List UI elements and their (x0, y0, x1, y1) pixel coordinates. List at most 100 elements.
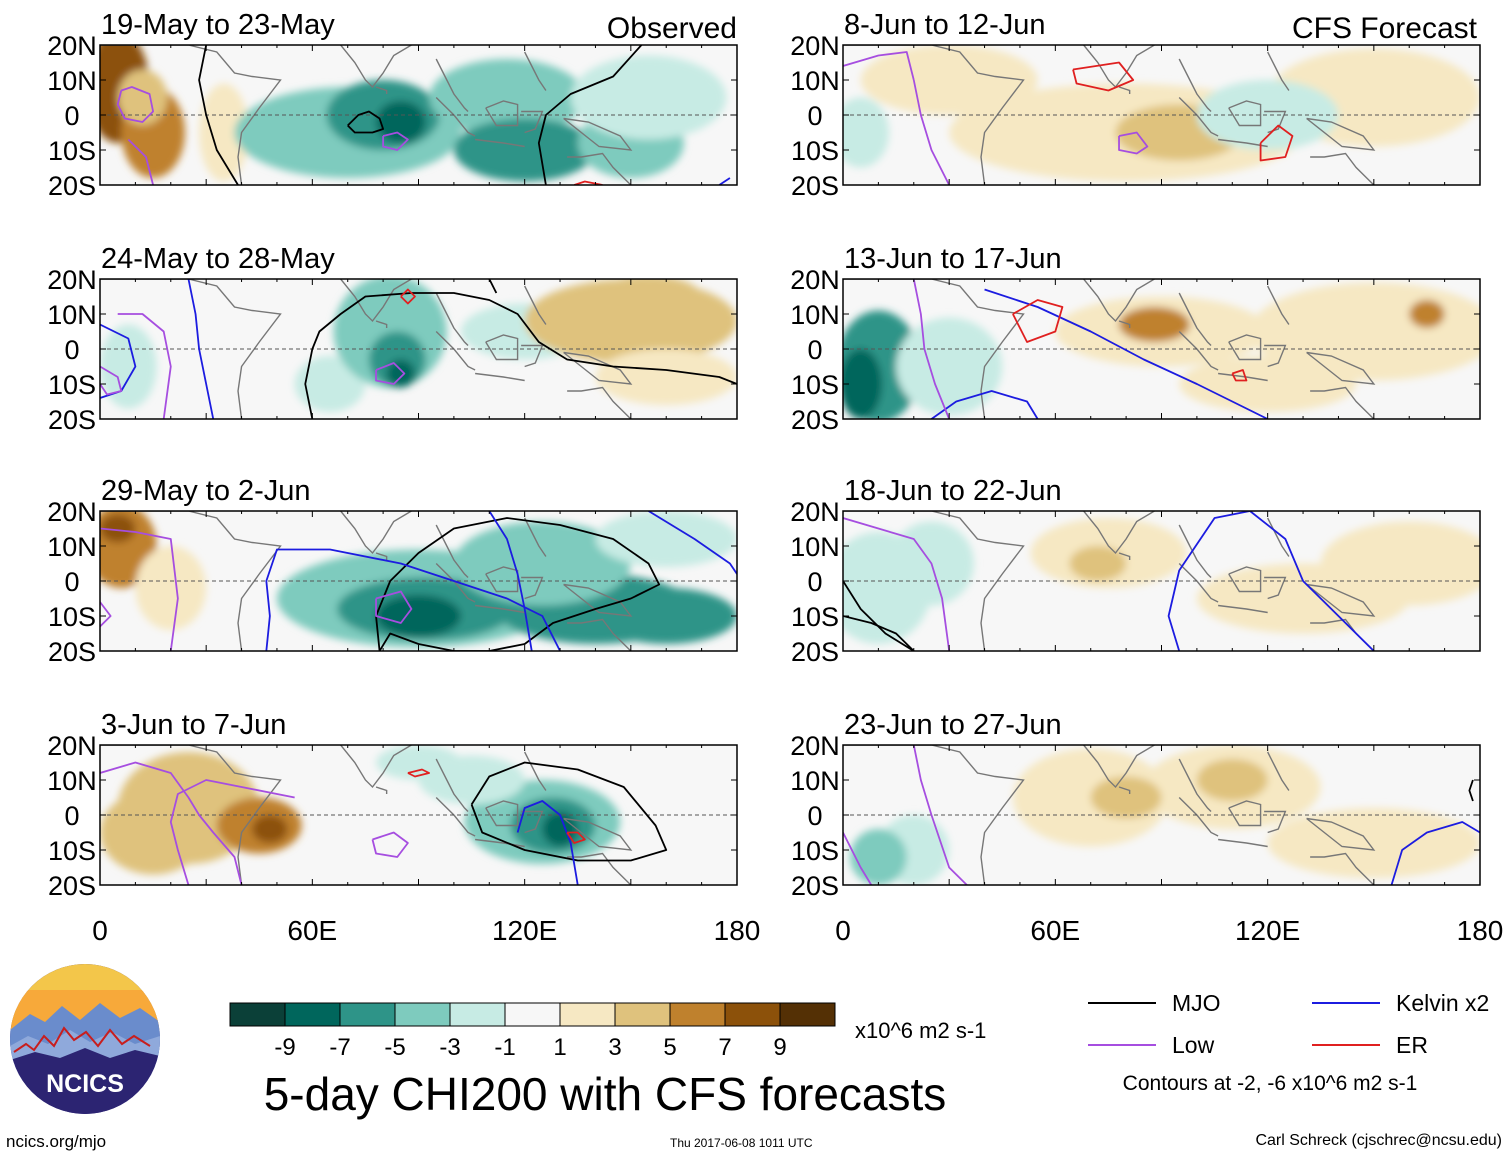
y-tick-label: 0 (807, 335, 822, 365)
chi-anomaly-region (570, 55, 727, 140)
panel-date-label: 23-Jun to 27-Jun (844, 709, 1062, 741)
y-tick-label: 20S (791, 871, 839, 901)
colorbar-units: x10^6 m2 s-1 (855, 1018, 986, 1043)
kelvin-contour (1167, 511, 1375, 651)
y-tick-label: 20N (47, 731, 97, 761)
coastline (563, 817, 633, 851)
low-contour (912, 745, 968, 885)
mjo-contour (1468, 779, 1474, 802)
y-tick-label: 20N (47, 265, 97, 295)
chi-anomaly-region (1012, 748, 1169, 847)
y-tick-label: 10S (48, 836, 96, 866)
colorbar-swatch (614, 1002, 671, 1027)
colorbar-swatch (449, 1002, 506, 1027)
y-tick-label: 20S (791, 405, 839, 435)
coastline (843, 511, 1025, 651)
map-panel-4: 20N 10N 0 10S 20S 3-Jun to 7-Jun (47, 709, 738, 901)
coastline (1306, 351, 1376, 385)
chi-anomaly-region (199, 83, 249, 182)
low-contour (100, 601, 112, 628)
coastline (475, 838, 525, 848)
logo-text: NCICS (46, 1070, 124, 1098)
chi-anomaly-region (896, 317, 1003, 416)
colorbar-swatch (339, 1002, 396, 1027)
coastline (521, 576, 544, 600)
low-contour (843, 517, 951, 651)
chi-anomaly-region (1196, 80, 1339, 150)
panel-date-label: 3-Jun to 7-Jun (101, 709, 286, 741)
chi-anomaly-region (860, 45, 1038, 115)
y-tick-label: 20S (48, 871, 96, 901)
chi-anomaly-region (1196, 759, 1268, 801)
chi-anomaly-region (376, 101, 426, 143)
coastline (435, 58, 469, 112)
y-tick-label: 20S (48, 171, 96, 201)
coastline (524, 517, 547, 557)
coastline (521, 810, 544, 834)
map-panel-2: 20N 10N 0 10S 20S 24-May to 28-May (47, 243, 738, 435)
coastline (485, 566, 519, 593)
coastline (435, 563, 476, 603)
er-contour (1231, 369, 1248, 382)
colorbar-swatch (779, 1002, 836, 1027)
low-contour (117, 313, 172, 419)
mjo-contour (198, 45, 239, 185)
colorbar-tick-label: 7 (718, 1034, 731, 1061)
coastline (1264, 344, 1287, 368)
coastline (843, 279, 1025, 419)
coastline (1083, 511, 1155, 555)
chi-anomaly-region (453, 118, 596, 182)
chi-anomaly-region (1069, 546, 1127, 581)
coastline (521, 344, 544, 368)
kelvin-contour (187, 279, 215, 419)
x-tick-label: 180 (714, 915, 761, 946)
y-tick-label: 10N (790, 66, 840, 96)
legend-label: Kelvin x2 (1396, 990, 1489, 1016)
x-tick-label: 0 (92, 915, 108, 946)
low-contour (100, 527, 179, 651)
coastline (1228, 100, 1262, 127)
low-contour (371, 831, 409, 858)
y-tick-label: 20N (47, 31, 97, 61)
coastline (435, 292, 469, 346)
colorbar-tick-label: 1 (553, 1034, 566, 1061)
panel-date-label: 8-Jun to 12-Jun (844, 9, 1046, 41)
coastline (563, 117, 633, 151)
coastline (485, 800, 519, 827)
coastline (1306, 817, 1376, 851)
chi-anomaly-region (843, 349, 882, 419)
coastline (100, 279, 282, 419)
coastline (1218, 372, 1268, 382)
y-tick-label: 10N (790, 766, 840, 796)
coastline (100, 45, 282, 185)
y-tick-label: 10N (47, 300, 97, 330)
map-panel-3: 20N 10N 0 10S 20S 29-May to 2-Jun (47, 475, 738, 667)
chi-anomaly-region (843, 97, 889, 168)
y-tick-label: 10N (47, 766, 97, 796)
low-contour (375, 362, 406, 385)
coastline (1118, 320, 1131, 328)
coastline (1264, 576, 1287, 600)
y-tick-label: 20N (47, 497, 97, 527)
y-tick-label: 20S (48, 405, 96, 435)
chi-anomaly-region (100, 514, 136, 543)
coastline (843, 745, 1025, 885)
y-tick-label: 10S (48, 370, 96, 400)
y-tick-label: 10N (790, 300, 840, 330)
mjo-contour (470, 761, 668, 862)
low-contour (1118, 131, 1149, 155)
y-tick-label: 0 (807, 801, 822, 831)
y-tick-label: 10S (48, 602, 96, 632)
colorbar-swatch (229, 1002, 286, 1027)
coastline (524, 51, 547, 91)
chi-anomaly-region (252, 815, 288, 843)
coastline (1178, 524, 1212, 578)
er-contour (1072, 61, 1135, 92)
forecast-label: CFS Forecast (1292, 12, 1478, 45)
y-tick-label: 20N (790, 265, 840, 295)
er-contour (573, 180, 603, 185)
contour-note: Contours at -2, -6 x10^6 m2 s-1 (1123, 1072, 1418, 1095)
coastline (1267, 285, 1290, 325)
